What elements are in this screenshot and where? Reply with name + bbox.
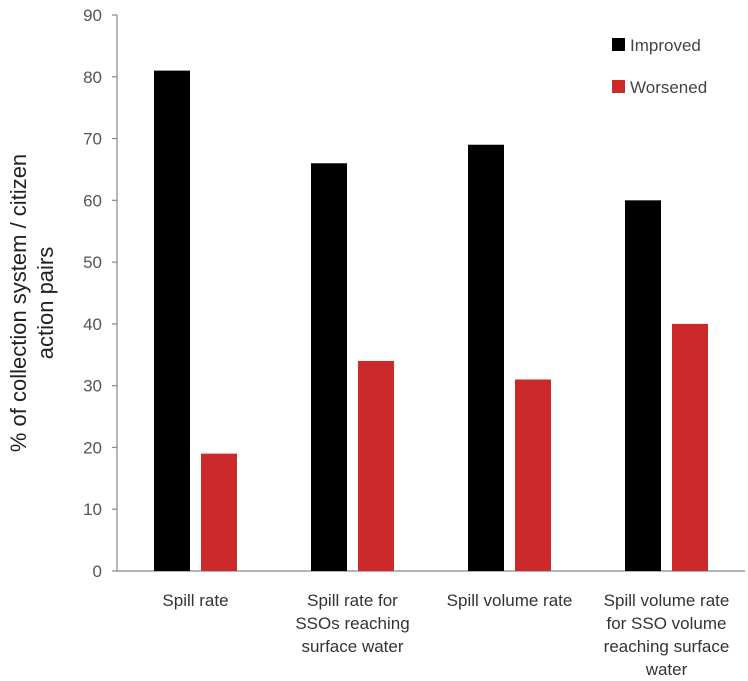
bar-worsened bbox=[672, 323, 708, 571]
bar-improved bbox=[625, 200, 661, 572]
legend-label-improved: Improved bbox=[630, 36, 701, 55]
category-label: Spill volume rate for SSO volume reaching … bbox=[604, 591, 730, 679]
y-tick-label: 30 bbox=[83, 377, 102, 396]
x-axis-labels: Spill rate Spill rate for SSOs reaching sur… bbox=[162, 591, 729, 679]
bars bbox=[154, 70, 708, 572]
y-tick-label: 20 bbox=[83, 438, 102, 457]
y-axis-title: % of collection system / citizen action p… bbox=[6, 154, 58, 452]
bar-worsened bbox=[201, 453, 237, 571]
y-axis-title-line: % of collection system / citizen bbox=[6, 154, 31, 452]
category-label: Spill rate bbox=[162, 591, 228, 610]
bar-improved bbox=[154, 70, 190, 571]
category-label: Spill volume rate bbox=[447, 591, 573, 610]
y-axis-ticks: 0 10 20 30 40 50 60 70 80 90 bbox=[83, 6, 117, 581]
bar-improved bbox=[468, 144, 504, 571]
category-label: Spill rate for SSOs reaching surface water bbox=[295, 591, 409, 656]
y-tick-label: 90 bbox=[83, 6, 102, 25]
bar-worsened bbox=[515, 379, 551, 571]
y-tick-label: 80 bbox=[83, 68, 102, 87]
legend-swatch-worsened bbox=[612, 80, 625, 93]
y-tick-label: 70 bbox=[83, 130, 102, 149]
legend-label-worsened: Worsened bbox=[630, 78, 707, 97]
legend: Improved Worsened bbox=[612, 36, 707, 97]
y-tick-label: 10 bbox=[83, 500, 102, 519]
y-tick-label: 50 bbox=[83, 253, 102, 272]
bar-improved bbox=[311, 163, 347, 571]
y-tick-label: 60 bbox=[83, 191, 102, 210]
legend-swatch-improved bbox=[612, 38, 625, 51]
y-axis-title-line: action pairs bbox=[33, 247, 58, 360]
y-tick-label: 0 bbox=[93, 562, 102, 581]
bar-worsened bbox=[358, 360, 394, 571]
y-tick-label: 40 bbox=[83, 315, 102, 334]
